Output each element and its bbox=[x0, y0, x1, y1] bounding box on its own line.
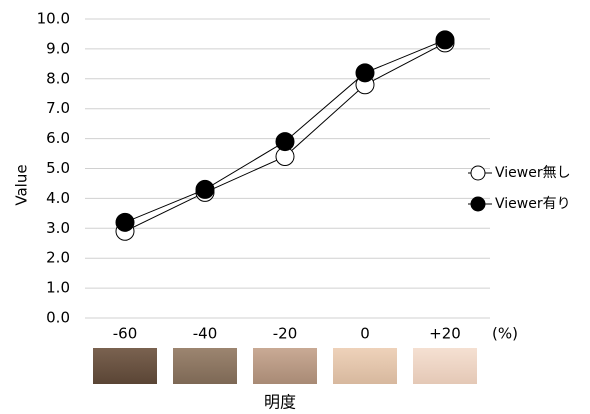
thumbnail bbox=[253, 348, 317, 384]
series-line bbox=[124, 39, 446, 223]
y-tick-label: 9.0 bbox=[46, 39, 70, 57]
thumbnail bbox=[333, 348, 397, 384]
y-tick-label: 7.0 bbox=[46, 99, 70, 117]
thumbnail bbox=[173, 348, 237, 384]
legend-marker bbox=[470, 165, 486, 181]
y-tick-label: 10.0 bbox=[37, 10, 70, 28]
marker bbox=[435, 30, 455, 50]
marker bbox=[115, 212, 135, 232]
y-tick-label: 3.0 bbox=[46, 219, 70, 237]
unit-annotation: (%) bbox=[492, 325, 518, 343]
thumbnail bbox=[93, 348, 157, 384]
y-tick-label: 8.0 bbox=[46, 69, 70, 87]
y-tick-label: 6.0 bbox=[46, 129, 70, 147]
x-tick-label: -40 bbox=[193, 325, 218, 343]
x-axis-label: 明度 bbox=[264, 393, 296, 412]
y-tick-label: 5.0 bbox=[46, 159, 70, 177]
x-tick-label: -20 bbox=[273, 325, 298, 343]
legend-label: Viewer無し bbox=[495, 165, 571, 181]
y-tick-label: 1.0 bbox=[46, 279, 70, 297]
thumbnail bbox=[413, 348, 477, 384]
thumbnails bbox=[93, 348, 477, 384]
legend-label: Viewer有り bbox=[495, 196, 571, 212]
y-tick-label: 4.0 bbox=[46, 189, 70, 207]
marker bbox=[195, 179, 215, 199]
y-tick-label: 2.0 bbox=[46, 249, 70, 267]
y-tick-label: 0.0 bbox=[46, 309, 70, 327]
legend-marker bbox=[470, 196, 486, 212]
marker bbox=[355, 63, 375, 83]
y-axis-label: Value bbox=[13, 164, 31, 205]
x-tick-label: -60 bbox=[113, 325, 138, 343]
marker bbox=[275, 132, 295, 152]
x-tick-label: 0 bbox=[360, 325, 370, 343]
x-tick-label: +20 bbox=[429, 325, 461, 343]
